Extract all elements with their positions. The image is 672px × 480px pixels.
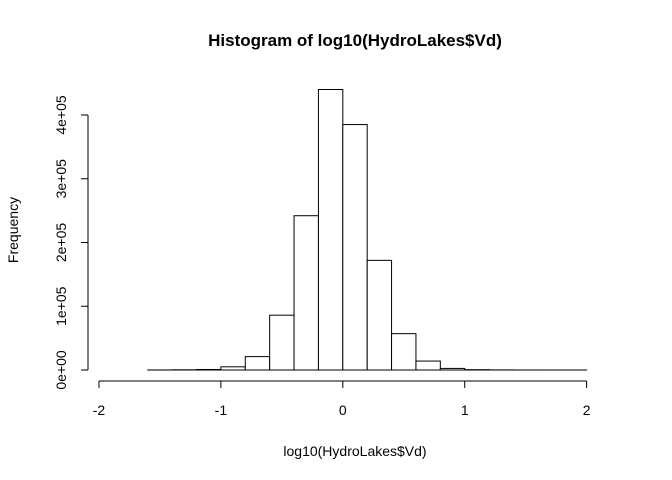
histogram-bar bbox=[317, 89, 344, 371]
x-tick-label: 2 bbox=[583, 402, 591, 418]
x-tick-label: 0 bbox=[339, 402, 347, 418]
histogram-bar bbox=[220, 366, 246, 371]
histogram-bar bbox=[391, 333, 417, 371]
histogram-bar bbox=[196, 368, 222, 371]
y-axis: 0e+00 1e+05 2e+05 3e+05 4e+05 bbox=[53, 95, 89, 390]
histogram-bar bbox=[415, 360, 441, 371]
histogram-bar bbox=[269, 314, 295, 371]
histogram-bar bbox=[366, 259, 393, 371]
histogram-bar bbox=[439, 367, 466, 371]
x-axis: -2 -1 0 1 2 bbox=[93, 380, 591, 418]
y-tick-label: 0e+00 bbox=[53, 350, 69, 390]
x-tick-label: -2 bbox=[93, 402, 106, 418]
x-tick-label: -1 bbox=[215, 402, 228, 418]
chart-title: Histogram of log10(HydroLakes$Vd) bbox=[208, 31, 502, 50]
y-axis-label: Frequency bbox=[5, 197, 21, 263]
y-tick-label: 4e+05 bbox=[53, 95, 69, 135]
y-tick-label: 1e+05 bbox=[53, 286, 69, 326]
x-axis-label: log10(HydroLakes$Vd) bbox=[283, 443, 426, 459]
x-tick-label: 1 bbox=[461, 402, 469, 418]
histogram-bar bbox=[293, 215, 319, 371]
bars-group bbox=[147, 89, 588, 371]
histogram-bar bbox=[342, 124, 368, 371]
y-tick-label: 3e+05 bbox=[53, 159, 69, 199]
y-tick-label: 2e+05 bbox=[53, 223, 69, 263]
histogram-bar bbox=[244, 356, 271, 371]
